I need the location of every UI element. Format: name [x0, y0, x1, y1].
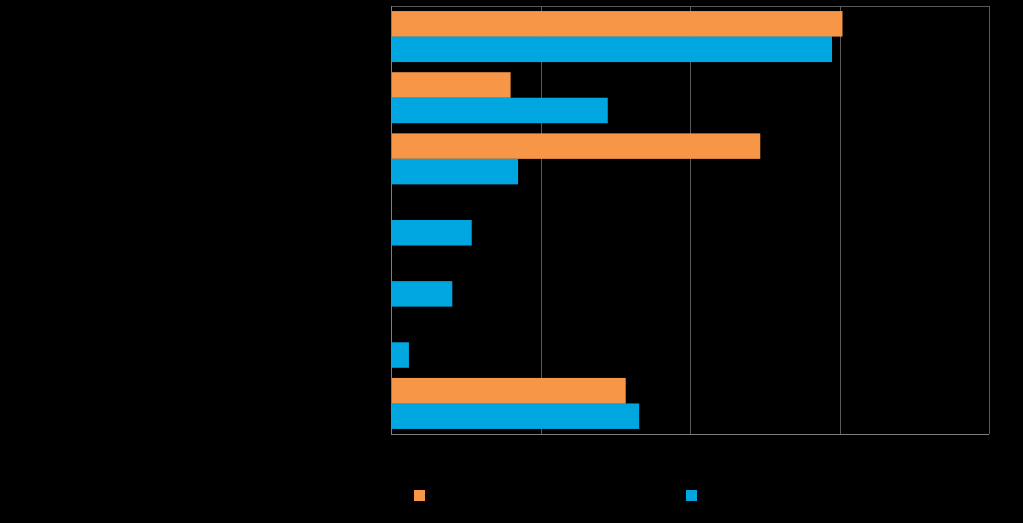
- bar-series-2-category-2: [391, 97, 608, 124]
- bar-series-2-category-5: [391, 281, 453, 307]
- bar-series-1-category-1: [391, 11, 843, 37]
- bar-series-2-category-4: [391, 220, 472, 246]
- legend-swatch-series-2: [686, 490, 697, 501]
- bar-series-2-category-7: [391, 403, 640, 429]
- bar-marks: [391, 11, 843, 429]
- bar-series-2-category-3: [391, 158, 519, 185]
- legend-item-series-2: [686, 490, 705, 501]
- bar-series-1-category-2: [391, 72, 511, 98]
- legend-item-series-1: [414, 490, 433, 501]
- bar-series-2-category-6: [391, 342, 409, 368]
- axes: [391, 6, 989, 435]
- bar-series-1-category-7: [391, 377, 626, 404]
- bar-series-2-category-1: [391, 36, 833, 63]
- legend-swatch-series-1: [414, 490, 425, 501]
- bar-series-1-category-3: [391, 133, 761, 159]
- legend: [0, 490, 1023, 504]
- gridlines: [391, 6, 990, 434]
